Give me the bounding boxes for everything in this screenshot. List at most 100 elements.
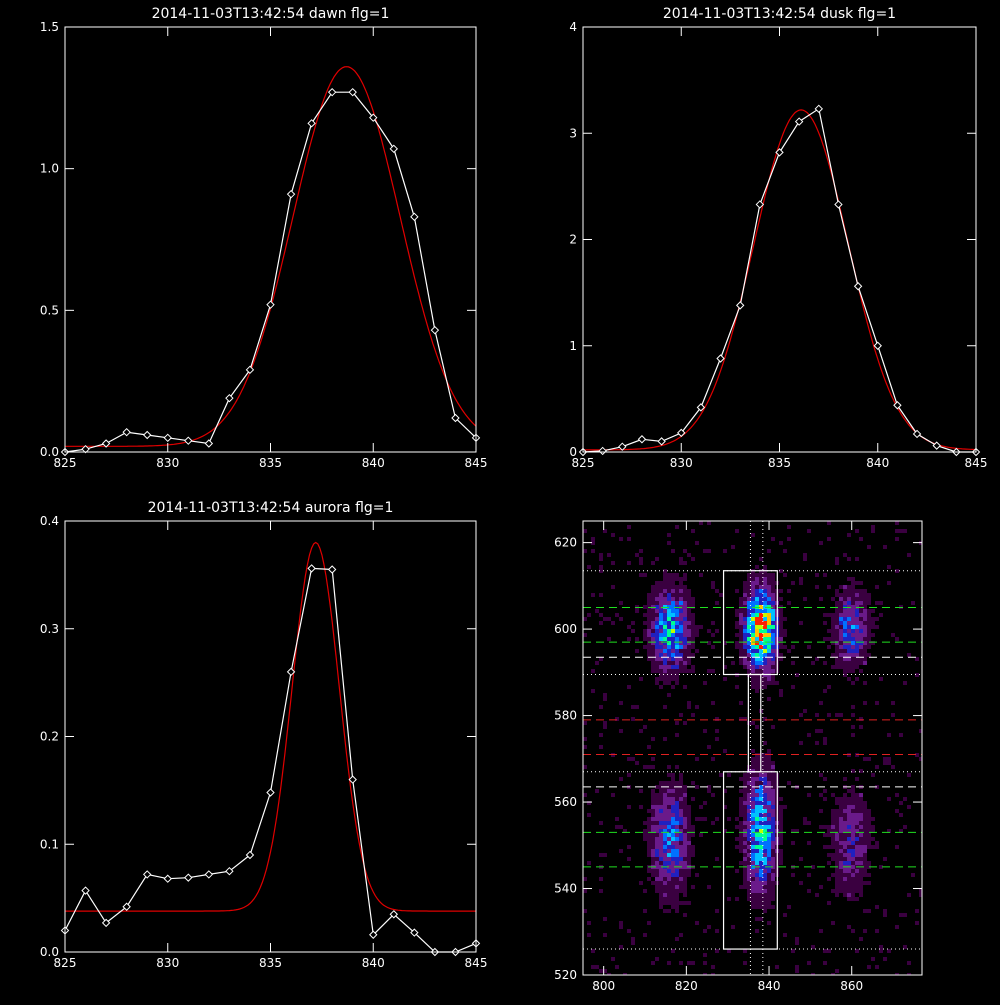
heatmap-cell (831, 845, 835, 849)
heatmap-cell (675, 813, 679, 817)
heatmap-cell (863, 825, 867, 829)
heatmap-cell (663, 669, 667, 673)
heatmap-cell (747, 893, 751, 897)
heatmap-cell (723, 549, 727, 553)
heatmap-cell (759, 613, 763, 617)
y-tick-label: 0 (569, 445, 577, 459)
heatmap-cell (679, 593, 683, 597)
heatmap-cell (663, 593, 667, 597)
heatmap-cell (867, 601, 871, 605)
data-point (735, 301, 745, 310)
heatmap-cell (671, 653, 675, 657)
heatmap-cell (835, 641, 839, 645)
heatmap-cell (651, 813, 655, 817)
heatmap-cell (687, 657, 691, 661)
heatmap-cell (651, 641, 655, 645)
heatmap-cell (771, 593, 775, 597)
heatmap-cell (863, 613, 867, 617)
data-point (245, 850, 255, 860)
heatmap-cell (755, 789, 759, 793)
heatmap-cell (831, 665, 835, 669)
heatmap-cell (671, 853, 675, 857)
heatmap-cell (763, 881, 767, 885)
heatmap-cell (763, 885, 767, 889)
heatmap-cell (755, 869, 759, 873)
region-box (722, 771, 778, 950)
heatmap-cell (807, 645, 811, 649)
heatmap-cell (759, 841, 763, 845)
axes-frame (582, 26, 977, 453)
heatmap-cell (647, 613, 651, 617)
heatmap-cell (763, 837, 767, 841)
heatmap-cell (827, 585, 831, 589)
heatmap-cell (851, 769, 855, 773)
heatmap-cell (759, 825, 763, 829)
heatmap-cell (827, 645, 831, 649)
heatmap-cell (855, 777, 859, 781)
heatmap-cell (679, 881, 683, 885)
heatmap-cell (827, 637, 831, 641)
heatmap-cell (855, 813, 859, 817)
heatmap-cell (655, 601, 659, 605)
heatmap-cell (851, 801, 855, 805)
heatmap-cell (759, 585, 763, 589)
heatmap-cell (655, 581, 659, 585)
data-point (163, 874, 172, 883)
heatmap-cell (759, 777, 763, 781)
heatmap-cell (751, 641, 755, 645)
heatmap-cell (863, 645, 867, 649)
heatmap-cell (903, 913, 907, 917)
heatmap-cell (879, 865, 883, 869)
heatmap-cell (859, 793, 863, 797)
heatmap-cell (643, 573, 647, 577)
heatmap-cell (687, 701, 691, 705)
heatmap-cell (603, 697, 607, 701)
heatmap-cell (767, 765, 771, 769)
heatmap-cell (863, 593, 867, 597)
heatmap-cell (659, 869, 663, 873)
heatmap-cell (771, 845, 775, 849)
heatmap-cell (743, 645, 747, 649)
heatmap-cell (747, 825, 751, 829)
heatmap-cell (675, 665, 679, 669)
heatmap-cell (751, 801, 755, 805)
heatmap-cell (851, 889, 855, 893)
heatmap-cell (863, 865, 867, 869)
heatmap-cell (771, 677, 775, 681)
heatmap-cell (687, 653, 691, 657)
heatmap-cell (663, 873, 667, 877)
heatmap-cell (839, 585, 843, 589)
heatmap-cell (671, 861, 675, 865)
heatmap-cell (691, 629, 695, 633)
heatmap-cell (763, 893, 767, 897)
heatmap-cell (835, 637, 839, 641)
heatmap-cell (759, 657, 763, 661)
heatmap-cell (763, 901, 767, 905)
heatmap-cell (643, 645, 647, 649)
heatmap-cell (603, 969, 607, 973)
axes-frame (64, 26, 477, 453)
heatmap-cell (863, 609, 867, 613)
heatmap-cell (851, 637, 855, 641)
heatmap-cell (735, 897, 739, 901)
heatmap-cell (679, 649, 683, 653)
heatmap-cell (743, 609, 747, 613)
heatmap-cell (679, 961, 683, 965)
heatmap-cell (851, 653, 855, 657)
heatmap-cell (691, 845, 695, 849)
heatmap-cell (663, 857, 667, 861)
heatmap-cell (667, 673, 671, 677)
heatmap-cell (683, 809, 687, 813)
heatmap-cell (855, 581, 859, 585)
heatmap-cell (867, 813, 871, 817)
data-point (245, 365, 255, 375)
heatmap-cell (759, 629, 763, 633)
heatmap-cell (747, 589, 751, 593)
heatmap-cell (755, 797, 759, 801)
heatmap-cell (675, 525, 679, 529)
y-tick-label: 1.0 (40, 162, 59, 176)
heatmap-cell (691, 797, 695, 801)
heatmap-cell (647, 841, 651, 845)
heatmap-cell (659, 613, 663, 617)
